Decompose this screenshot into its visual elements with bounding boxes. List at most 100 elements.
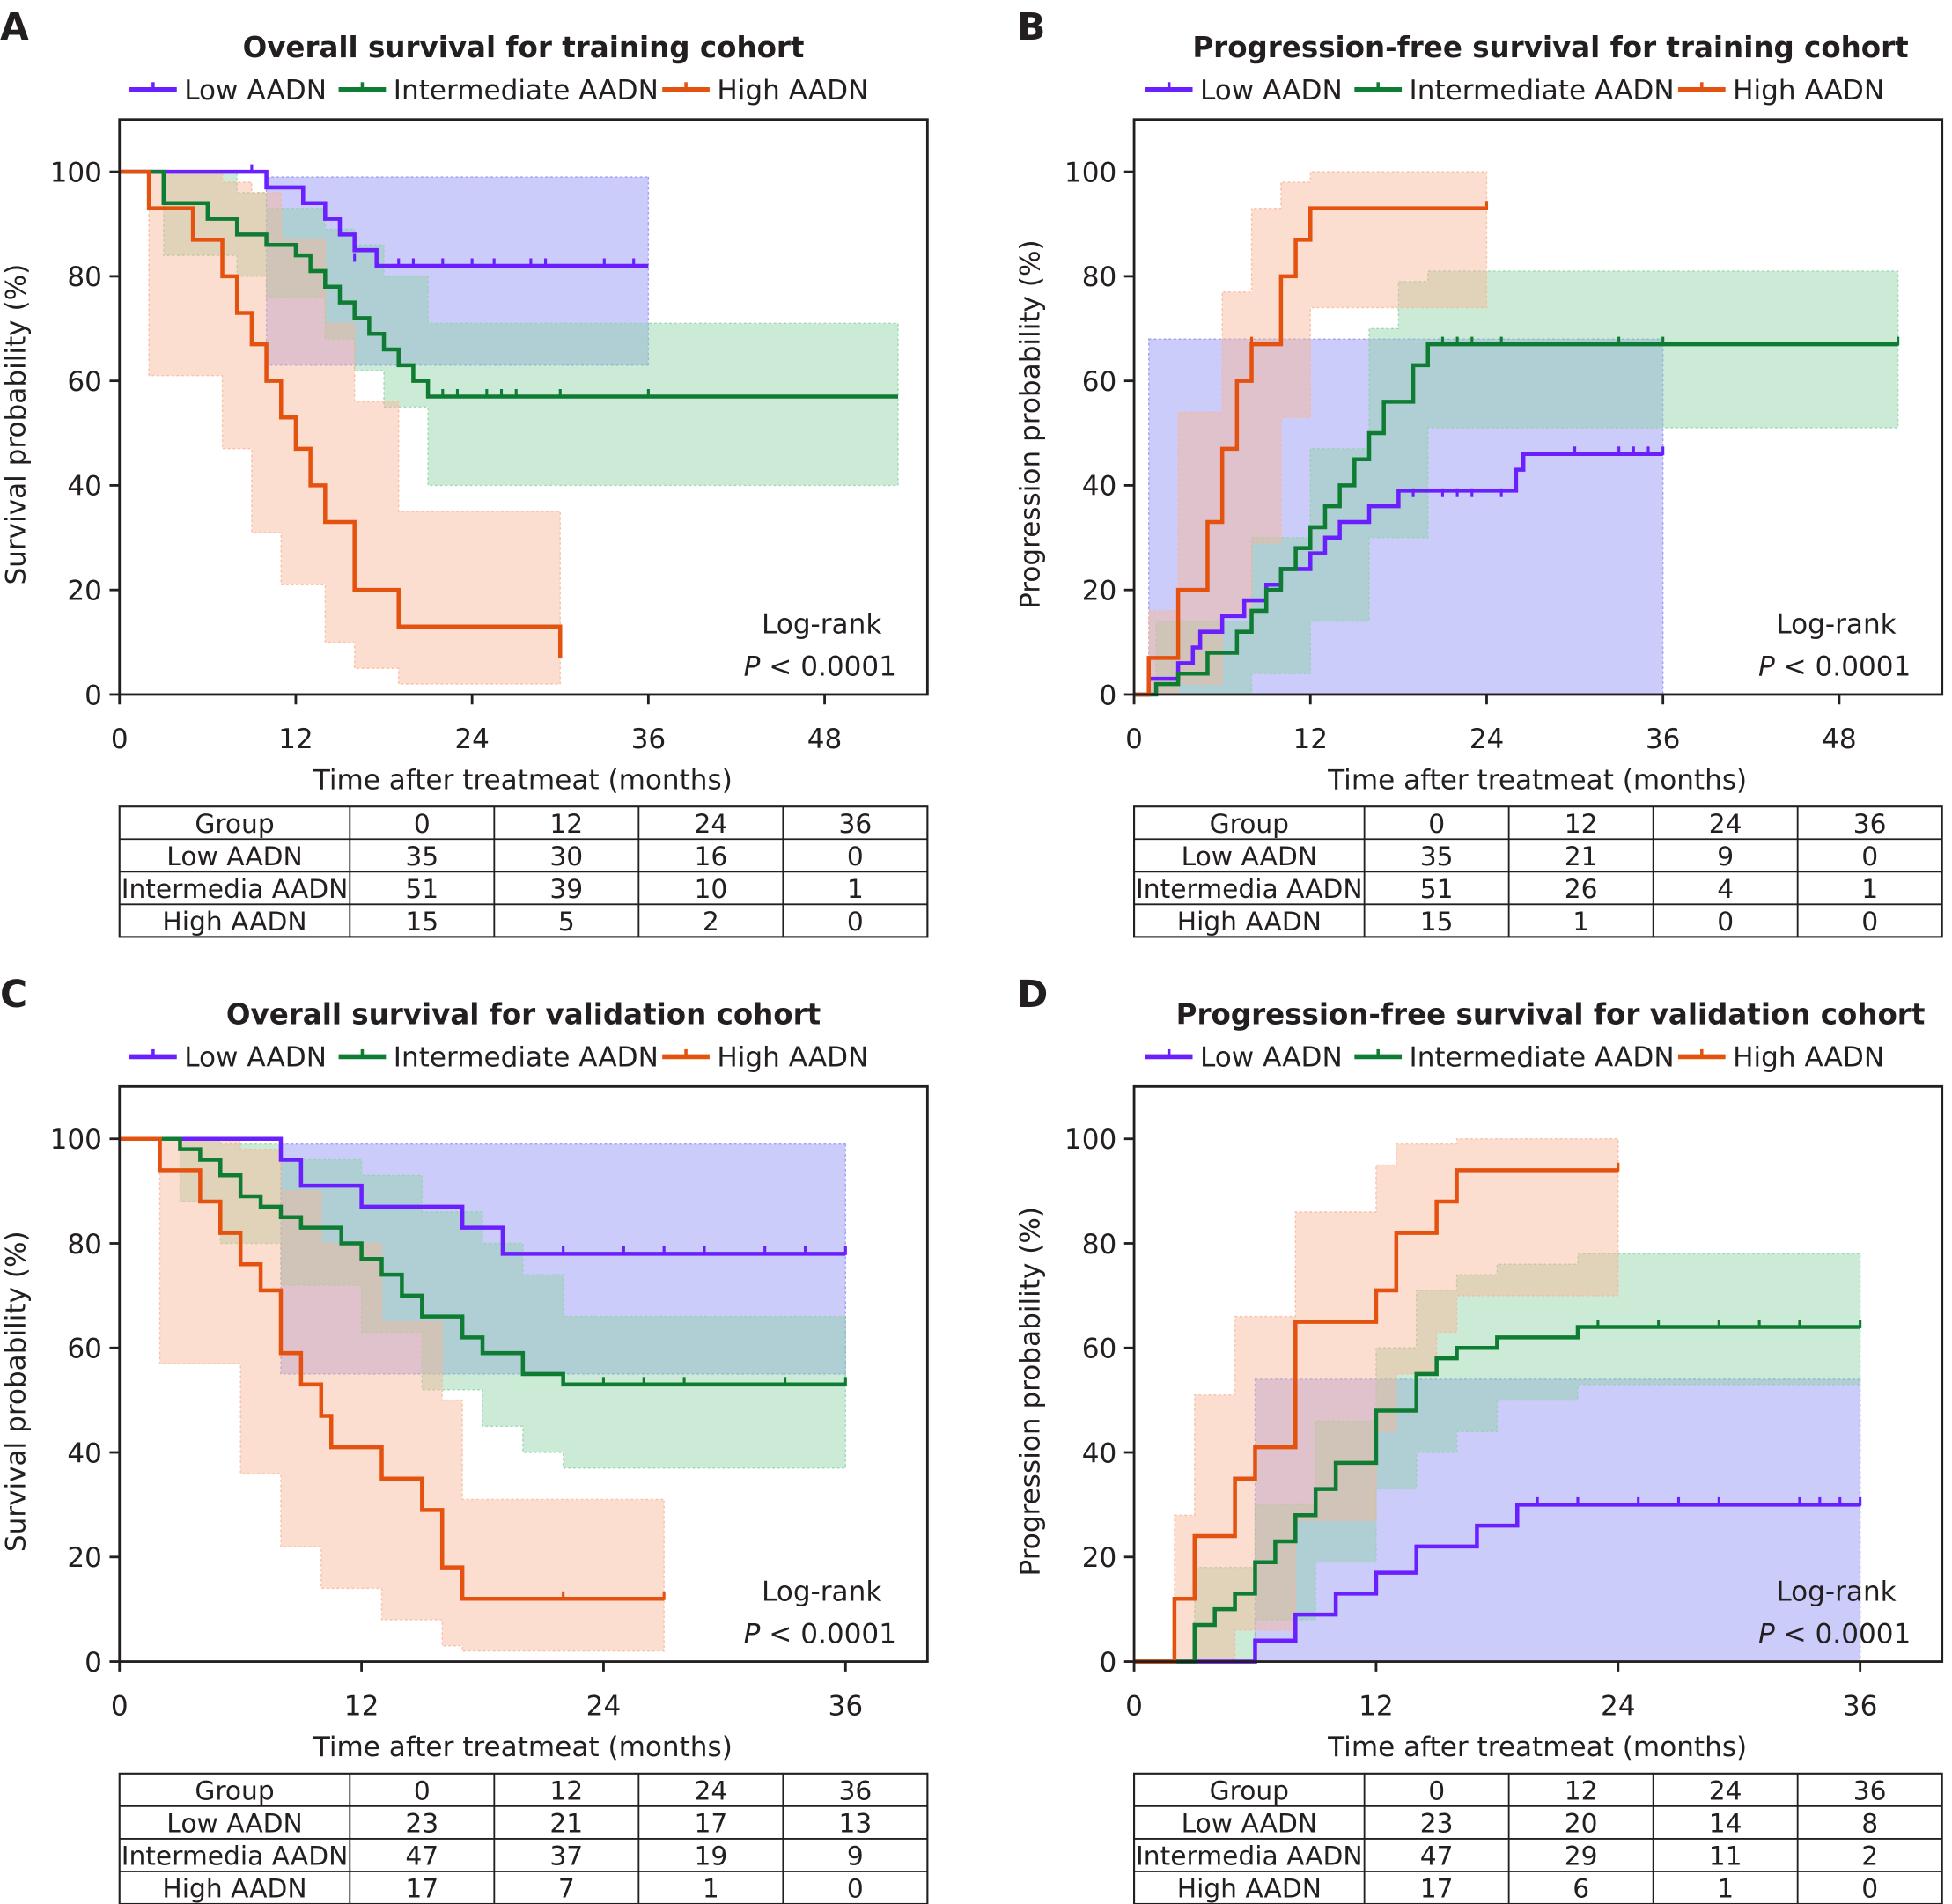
risk-table-cell: 15 <box>1420 907 1454 937</box>
risk-table-cell: 16 <box>694 842 727 872</box>
y-axis-label: Survival probability (%) <box>0 1231 32 1552</box>
x-tick-label: 12 <box>1359 1690 1394 1722</box>
risk-table-header-cell: 12 <box>1565 809 1598 840</box>
ci-band-high <box>1174 1138 1619 1663</box>
y-tick-label: 20 <box>1082 575 1117 606</box>
risk-table-cell: High AADN <box>162 1874 306 1904</box>
x-tick-label: 24 <box>586 1690 622 1722</box>
risk-table-cell: Low AADN <box>166 842 302 872</box>
risk-table-header-cell: 36 <box>838 809 872 840</box>
risk-table-cell: 1 <box>1573 907 1589 937</box>
risk-table-header-cell: Group <box>1210 1775 1289 1806</box>
risk-table-cell: 37 <box>549 1842 583 1872</box>
risk-table-cell: 1 <box>703 1874 719 1904</box>
survival-curves <box>119 1136 847 1601</box>
p-value-text: < 0.0001 <box>1775 651 1911 683</box>
panel-title: Progression-free survival for training c… <box>1192 31 1908 64</box>
risk-table-cell: Intermedia AADN <box>1136 874 1363 905</box>
risk-table-cell: 17 <box>1420 1874 1454 1904</box>
risk-table-cell: 29 <box>1565 1842 1598 1872</box>
x-axis-label: Time after treatmeat (months) <box>1327 764 1747 796</box>
risk-table-cell: Intermedia AADN <box>1136 1842 1363 1872</box>
y-tick-label: 80 <box>67 1229 102 1261</box>
legend-item-high: High AADN <box>662 75 868 107</box>
x-tick-label: 12 <box>278 724 313 755</box>
risk-table-header-cell: 0 <box>414 809 431 840</box>
risk-table-cell: High AADN <box>1177 907 1322 937</box>
risk-table-cell: Intermedia AADN <box>122 1842 349 1872</box>
risk-table-cell: 5 <box>558 907 575 937</box>
risk-table-header-cell: Group <box>195 809 274 840</box>
legend-item-intermediate: Intermediate AADN <box>338 1042 659 1074</box>
y-tick-label: 40 <box>1082 471 1117 503</box>
curve-intermediate <box>1134 342 1898 697</box>
y-tick-label: 100 <box>1064 157 1116 188</box>
risk-table-header-cell: Group <box>195 1775 274 1806</box>
panel-letter: A <box>0 6 29 49</box>
x-tick-label: 12 <box>344 1690 379 1722</box>
panel-d: D Progression-free survival for validatio… <box>1015 974 1944 1904</box>
risk-table-cell: 51 <box>405 874 438 905</box>
risk-table-cell: Low AADN <box>1182 1809 1317 1840</box>
risk-table-header-cell: 0 <box>414 1775 431 1806</box>
x-tick-label: 24 <box>1470 724 1505 755</box>
y-axis-label: Survival probability (%) <box>0 264 32 585</box>
panel-title: Overall survival for training cohort <box>243 31 805 64</box>
panel-letter: C <box>0 974 27 1017</box>
y-tick-label: 20 <box>1082 1542 1117 1574</box>
p-value: P < 0.0001 <box>744 651 896 683</box>
y-axis-label: Progression probability (%) <box>1015 239 1047 609</box>
risk-table-cell: 19 <box>694 1842 727 1872</box>
curve-intermediate <box>1134 1325 1860 1664</box>
y-tick-label: 60 <box>67 366 102 398</box>
risk-table-cell: 2 <box>703 907 719 937</box>
legend-label-high: High AADN <box>717 1042 868 1074</box>
risk-table-cell: 0 <box>1861 842 1878 872</box>
risk-table-header-cell: Group <box>1210 809 1289 840</box>
legend-item-intermediate: Intermediate AADN <box>338 75 659 107</box>
logrank-label: Log-rank <box>1776 609 1896 641</box>
legend-label-low: Low AADN <box>184 75 327 107</box>
legend-item-low: Low AADN <box>129 1042 327 1074</box>
risk-table-header-cell: 12 <box>549 1775 583 1806</box>
risk-table-header-cell: 24 <box>1709 1775 1742 1806</box>
risk-table-cell: 14 <box>1709 1809 1742 1840</box>
risk-table-cell: 11 <box>1709 1842 1742 1872</box>
x-axis-label: Time after treatmeat (months) <box>313 764 733 796</box>
risk-table-header-cell: 36 <box>1853 809 1887 840</box>
p-value-text: < 0.0001 <box>760 651 896 683</box>
risk-table-cell: 26 <box>1565 874 1598 905</box>
p-value-text: < 0.0001 <box>760 1618 896 1650</box>
ci-band-high <box>1148 171 1488 695</box>
ci-band-low <box>1148 338 1664 695</box>
plot-frame <box>118 118 929 696</box>
legend-item-intermediate: Intermediate AADN <box>1354 1042 1675 1074</box>
risk-table-cell: 35 <box>405 842 438 872</box>
curve-high <box>119 1136 665 1601</box>
y-tick-label: 100 <box>1064 1124 1116 1156</box>
panel-letter: D <box>1017 974 1048 1017</box>
curve-intermediate <box>119 1136 846 1387</box>
p-value: P < 0.0001 <box>1758 1618 1911 1650</box>
risk-table-cell: 7 <box>558 1874 575 1904</box>
risk-table-header-cell: 0 <box>1428 1775 1445 1806</box>
legend-label-intermediate: Intermediate AADN <box>1410 1042 1675 1074</box>
risk-table-cell: 1 <box>1717 1874 1734 1904</box>
survival-curves <box>1134 201 1900 697</box>
x-axis-label: Time after treatmeat (months) <box>313 1731 733 1763</box>
y-tick-label: 60 <box>1082 1334 1117 1365</box>
risk-table-cell: 4 <box>1717 874 1734 905</box>
legend-label-high: High AADN <box>1733 75 1884 107</box>
panel-letter: B <box>1017 6 1045 49</box>
legend-label-intermediate: Intermediate AADN <box>394 1042 659 1074</box>
x-tick-label: 0 <box>1125 724 1143 755</box>
risk-table-cell: 35 <box>1420 842 1454 872</box>
risk-table-cell: Low AADN <box>166 1809 302 1840</box>
panel-a: A Overall survival for training cohort Low… <box>0 6 929 938</box>
curve-low <box>119 1136 846 1256</box>
curve-high <box>1134 1168 1618 1664</box>
risk-table-cell: 21 <box>1565 842 1598 872</box>
